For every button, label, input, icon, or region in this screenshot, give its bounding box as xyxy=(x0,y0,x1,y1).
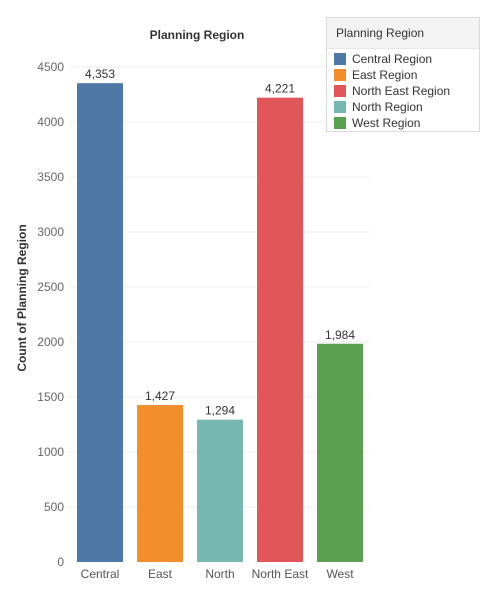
y-axis-ticks: 0 500 1000 1500 2000 2500 3000 3500 4000 4500 xyxy=(37,60,64,569)
legend-item: Central Region xyxy=(327,51,479,67)
legend-swatch xyxy=(334,117,346,129)
x-tick-label: Central xyxy=(81,567,120,581)
legend-label: North Region xyxy=(352,100,423,114)
x-axis-ticks: Central East North North East West xyxy=(81,567,355,581)
bar xyxy=(77,83,123,563)
data-label: 1,427 xyxy=(145,389,175,403)
data-label: 4,353 xyxy=(85,67,115,81)
legend-items: Central Region East Region North East Regi… xyxy=(327,49,479,131)
legend-label: East Region xyxy=(352,68,418,82)
y-tick-label: 4000 xyxy=(37,115,64,129)
x-tick-label: North East xyxy=(252,567,309,581)
bar xyxy=(197,419,243,562)
data-label: 1,294 xyxy=(205,404,235,418)
y-tick-label: 1500 xyxy=(37,390,64,404)
data-labels: 4,353 1,427 1,294 4,221 1,984 xyxy=(85,67,355,417)
legend-swatch xyxy=(334,101,346,113)
legend-swatch xyxy=(334,53,346,65)
legend-label: West Region xyxy=(352,116,421,130)
chart-title: Planning Region xyxy=(150,28,245,42)
bar xyxy=(257,97,303,562)
y-tick-label: 0 xyxy=(57,555,64,569)
y-axis-title: Count of Planning Region xyxy=(15,224,29,371)
data-label: 4,221 xyxy=(265,82,295,96)
y-tick-label: 1000 xyxy=(37,445,64,459)
y-tick-label: 4500 xyxy=(37,60,64,74)
y-tick-label: 2000 xyxy=(37,335,64,349)
legend-item: West Region xyxy=(327,115,479,131)
x-tick-label: North xyxy=(205,567,234,581)
x-tick-label: West xyxy=(326,567,354,581)
legend-item: North Region xyxy=(327,99,479,115)
bar xyxy=(137,405,183,562)
legend-item: East Region xyxy=(327,67,479,83)
legend-swatch xyxy=(334,85,346,97)
bar xyxy=(317,343,363,562)
legend-title: Planning Region xyxy=(327,18,479,49)
data-label: 1,984 xyxy=(325,328,355,342)
y-tick-label: 2500 xyxy=(37,280,64,294)
legend-swatch xyxy=(334,69,346,81)
bars xyxy=(77,83,363,563)
legend-label: Central Region xyxy=(352,52,433,66)
legend-item: North East Region xyxy=(327,83,479,99)
legend-label: North East Region xyxy=(352,84,451,98)
legend: Planning Region Central Region East Regio… xyxy=(326,17,480,132)
y-tick-label: 500 xyxy=(44,500,64,514)
x-tick-label: East xyxy=(148,567,173,581)
y-tick-label: 3500 xyxy=(37,170,64,184)
y-tick-label: 3000 xyxy=(37,225,64,239)
